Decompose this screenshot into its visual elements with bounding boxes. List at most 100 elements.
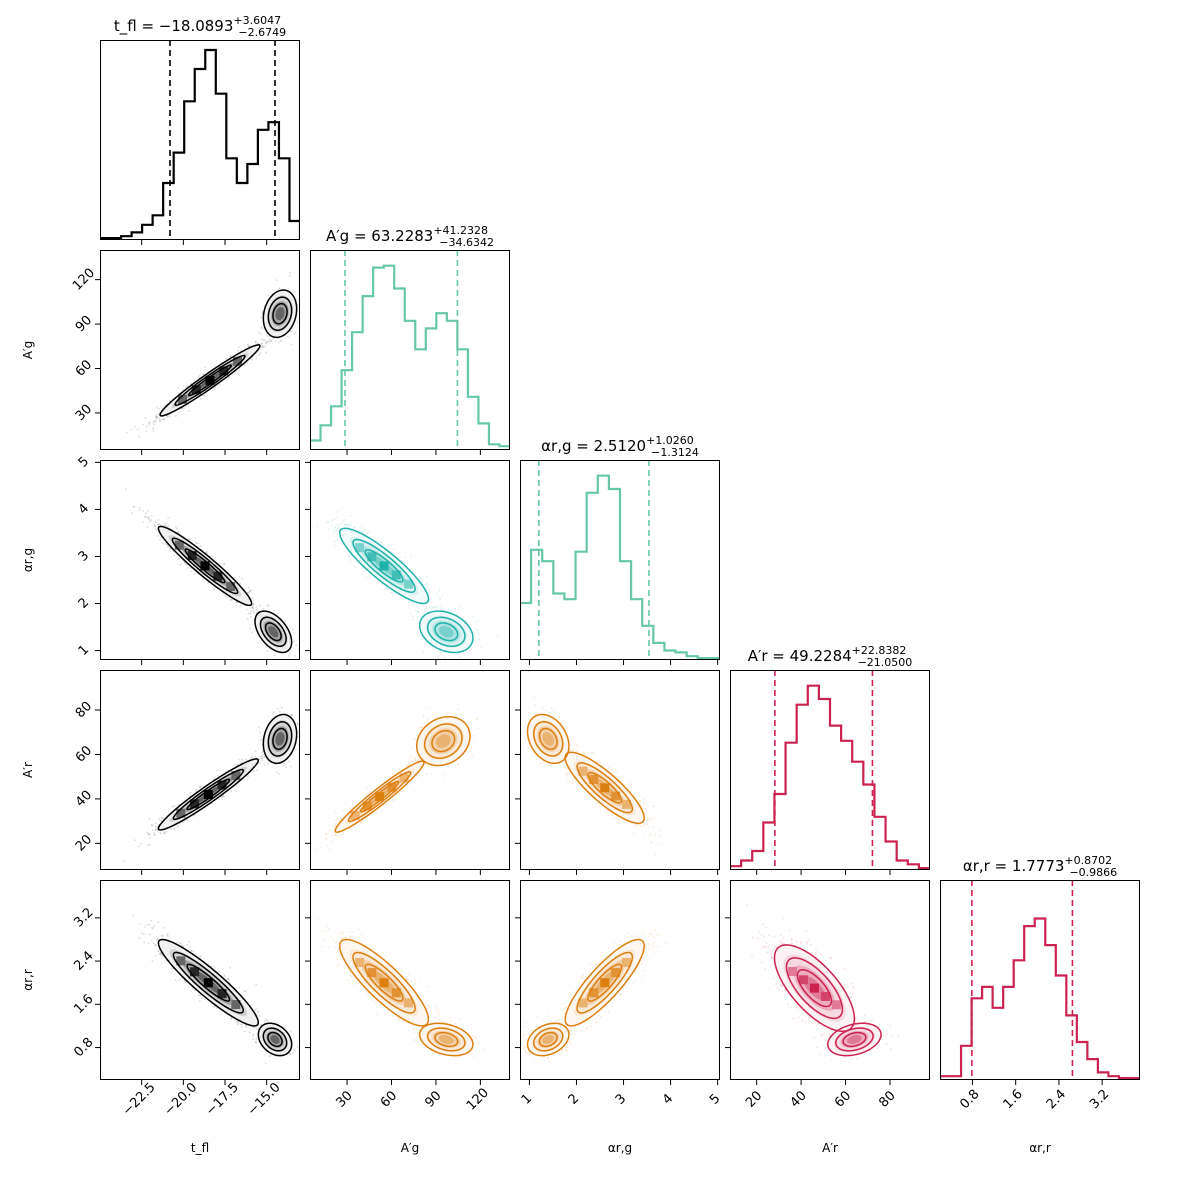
sample-point <box>257 610 259 613</box>
sample-point <box>265 645 268 648</box>
sample-point <box>148 422 151 424</box>
sample-point <box>222 795 225 798</box>
sample-point <box>247 775 249 777</box>
sample-point <box>345 523 348 526</box>
sample-point <box>193 379 196 382</box>
sample-point <box>164 542 167 544</box>
sample-point <box>170 827 173 830</box>
sample-point <box>261 738 263 741</box>
sample-point <box>248 590 251 593</box>
sample-point <box>261 346 263 349</box>
sample-point <box>167 524 170 527</box>
sample-point <box>147 421 150 424</box>
sample-point <box>160 536 163 539</box>
contour-line <box>418 610 474 654</box>
sample-point <box>316 525 319 528</box>
sample-point <box>195 788 198 791</box>
sample-point <box>389 591 392 594</box>
contour-line <box>264 622 282 642</box>
sample-point <box>365 576 368 579</box>
sample-point <box>336 510 339 513</box>
sample-point <box>267 763 269 765</box>
sample-point <box>188 409 191 412</box>
sample-point <box>354 565 357 568</box>
sample-point <box>425 584 428 587</box>
density-peak <box>174 540 236 592</box>
density-block <box>404 579 414 589</box>
sample-point <box>259 604 261 607</box>
sample-point <box>275 339 278 342</box>
density-block <box>187 551 197 561</box>
sample-point <box>154 420 157 423</box>
sample-point <box>225 358 227 361</box>
sample-point <box>163 831 166 833</box>
sample-point <box>155 828 157 831</box>
sample-point <box>203 366 206 369</box>
sample-point <box>250 616 252 618</box>
y-tick-label: 2 <box>76 595 92 611</box>
sample-point <box>155 417 158 419</box>
sample-point <box>362 529 365 531</box>
sample-point <box>264 341 267 344</box>
sample-point <box>237 346 240 349</box>
sample-point <box>255 606 258 608</box>
sample-point <box>346 523 349 526</box>
sample-point <box>420 615 423 618</box>
sample-point <box>327 527 330 530</box>
sample-point <box>303 653 305 655</box>
sample-point <box>145 512 148 515</box>
sample-point <box>168 399 171 402</box>
panel-0-0: t_fl = −18.0893+3.6047 −2.6749 <box>100 14 300 245</box>
sample-point <box>228 376 231 378</box>
sample-point <box>258 353 261 356</box>
panel-frame <box>310 250 510 450</box>
density-block <box>178 394 187 404</box>
sample-point <box>250 757 252 759</box>
sample-point <box>336 532 338 535</box>
sample-point <box>153 423 156 426</box>
sample-point <box>258 758 261 761</box>
sample-point <box>343 547 346 550</box>
sample-point <box>337 525 340 528</box>
contour-line <box>338 527 430 605</box>
sample-point <box>199 785 202 788</box>
sample-point <box>249 612 252 615</box>
sample-point <box>429 605 432 607</box>
sample-point <box>204 395 207 397</box>
title-plus-error: +1.0260 <box>646 434 694 447</box>
sample-point <box>263 763 266 766</box>
sample-point <box>353 526 356 529</box>
sample-point <box>476 629 478 632</box>
contour-line <box>254 610 293 654</box>
sample-point <box>189 794 192 797</box>
sample-point <box>160 832 162 835</box>
sample-point <box>165 830 168 833</box>
sample-point <box>350 523 353 526</box>
sample-point <box>340 522 343 525</box>
density-block <box>191 385 201 395</box>
sample-point <box>336 523 339 526</box>
sample-point <box>296 723 299 726</box>
sample-point <box>377 540 380 543</box>
sample-point <box>247 612 250 615</box>
density-block <box>174 540 184 550</box>
sample-point <box>156 416 159 418</box>
sample-point <box>149 520 151 523</box>
sample-point <box>360 567 363 570</box>
sample-point <box>284 619 287 622</box>
sample-point <box>230 790 233 793</box>
sample-point <box>433 605 435 608</box>
sample-point <box>132 505 135 508</box>
sample-point <box>189 567 192 570</box>
sample-point <box>271 712 274 715</box>
sample-point <box>290 714 292 717</box>
sample-point <box>269 340 272 343</box>
sample-point <box>164 524 167 527</box>
sample-point <box>238 575 241 578</box>
sample-point <box>249 627 251 630</box>
sample-point <box>158 523 161 526</box>
sample-point <box>288 275 291 278</box>
sample-point <box>255 611 258 614</box>
panel-content <box>316 510 499 660</box>
